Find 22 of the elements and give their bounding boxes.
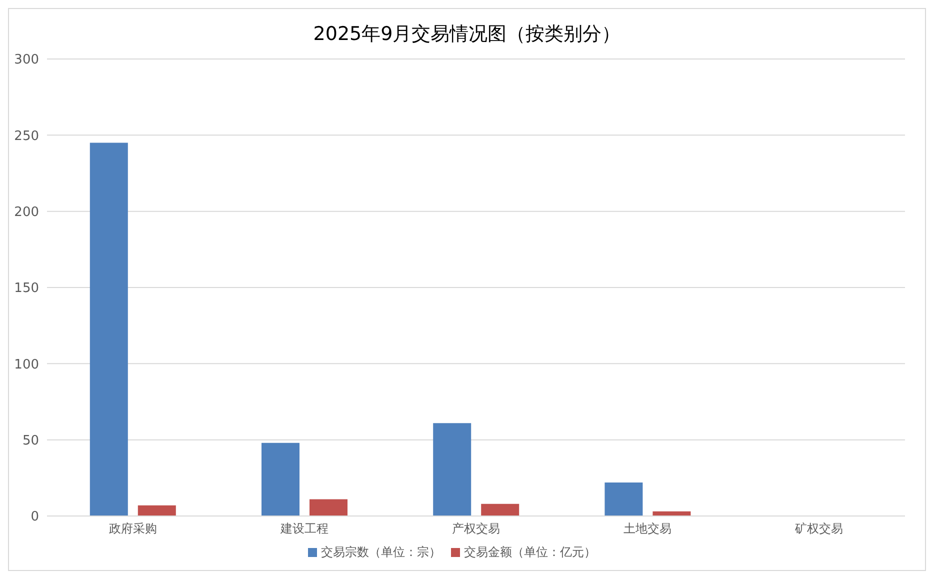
legend-label: 交易金额（单位：亿元） (464, 545, 596, 559)
bar (90, 142, 128, 516)
y-tick-label: 50 (22, 433, 39, 448)
y-tick-label: 0 (30, 510, 39, 525)
x-tick-label: 政府采购 (108, 522, 157, 536)
y-tick-label: 100 (14, 357, 39, 372)
bar (433, 423, 472, 516)
x-tick-label: 产权交易 (452, 522, 500, 536)
y-tick-label: 150 (14, 281, 39, 296)
chart-title: 2025年9月交易情况图（按类别分） (312, 22, 622, 47)
y-tick-label: 250 (14, 128, 39, 144)
bar (262, 442, 300, 516)
x-tick-label: 建设工程 (279, 522, 328, 536)
bar (604, 482, 643, 516)
y-tick-label: 300 (14, 52, 39, 68)
legend-label: 交易宗数（单位：宗） (321, 545, 441, 559)
y-tick-label: 200 (14, 204, 39, 220)
x-tick-label: 矿权交易 (794, 522, 844, 536)
x-tick-label: 土地交易 (624, 522, 672, 536)
bar (310, 499, 348, 516)
bar (481, 504, 520, 516)
bar (138, 505, 176, 516)
